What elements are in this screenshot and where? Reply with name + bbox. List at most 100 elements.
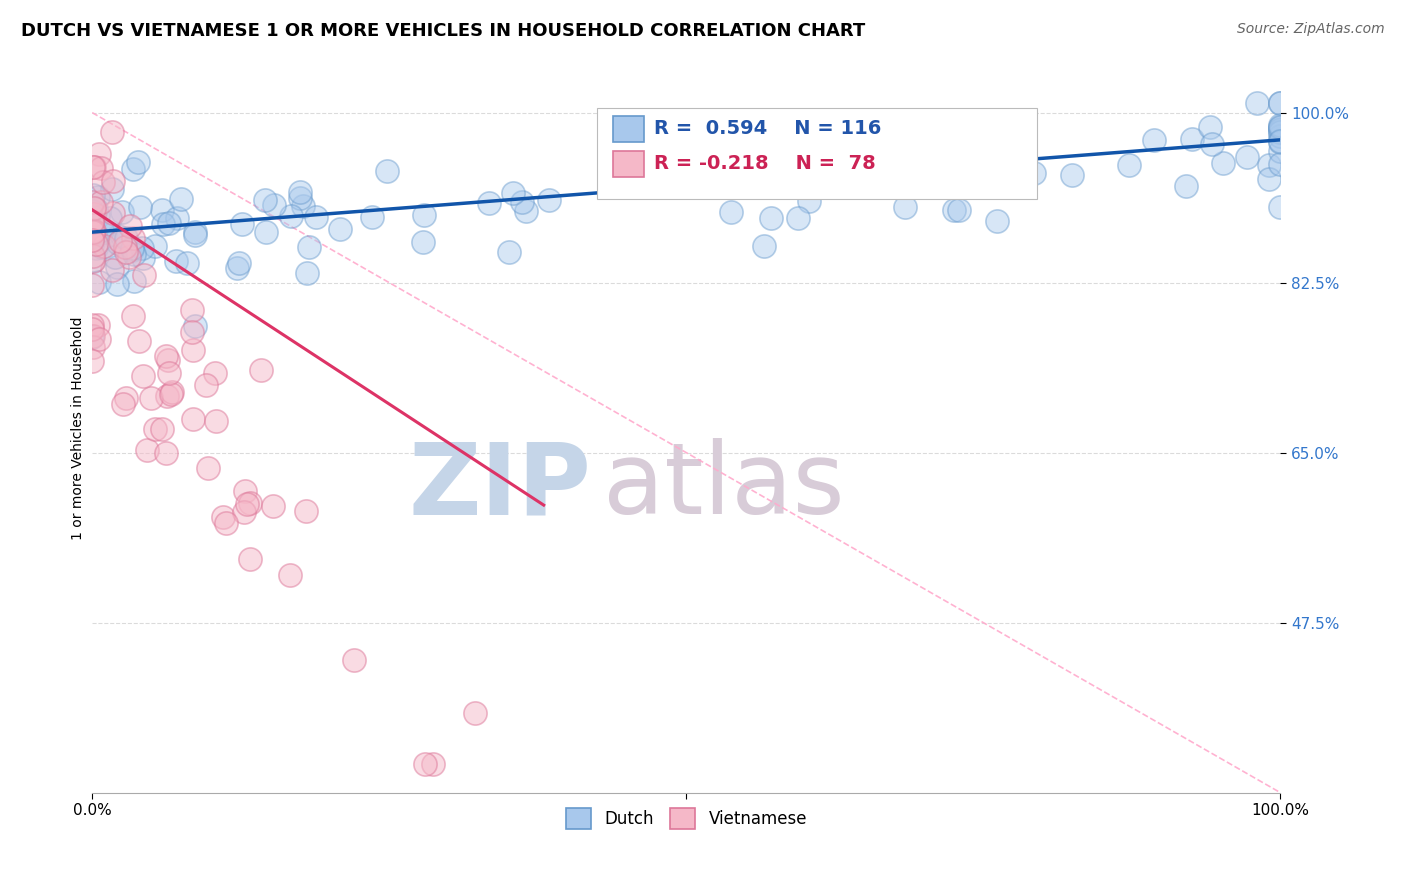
Text: R = -0.218    N =  78: R = -0.218 N = 78 (654, 154, 876, 173)
Legend: Dutch, Vietnamese: Dutch, Vietnamese (560, 802, 814, 835)
Point (84, 236, 107, 251)
Point (752, 238, 775, 252)
Point (101, 174, 124, 188)
Point (212, 510, 235, 524)
Point (128, 334, 150, 348)
Point (1270, 118, 1292, 132)
Point (105, 260, 128, 274)
Point (239, 552, 262, 566)
Point (94, 225, 117, 239)
Point (101, 125, 124, 139)
Point (152, 217, 174, 231)
Point (82, 322, 104, 336)
Point (82, 227, 104, 241)
Point (82, 212, 104, 227)
Point (948, 202, 970, 217)
Point (761, 211, 783, 226)
Point (239, 496, 262, 510)
Point (150, 202, 173, 217)
Point (83, 224, 105, 238)
Point (464, 706, 486, 720)
Point (82, 254, 104, 268)
Point (145, 421, 167, 435)
Point (118, 251, 141, 265)
Text: Source: ZipAtlas.com: Source: ZipAtlas.com (1237, 22, 1385, 37)
Point (204, 367, 226, 381)
Point (131, 241, 153, 255)
Point (1270, 129, 1292, 144)
Point (83, 201, 105, 215)
Point (82, 277, 104, 292)
Point (538, 193, 561, 207)
Point (1060, 168, 1083, 182)
Point (734, 128, 756, 142)
Point (1246, 95, 1268, 110)
Point (82, 206, 104, 220)
Point (942, 203, 965, 218)
Point (84, 202, 107, 217)
Point (82, 249, 104, 263)
Point (114, 240, 136, 254)
Point (82, 228, 104, 243)
Point (181, 411, 204, 425)
Text: DUTCH VS VIETNAMESE 1 OR MORE VEHICLES IN HOUSEHOLD CORRELATION CHART: DUTCH VS VIETNAMESE 1 OR MORE VEHICLES I… (21, 22, 865, 40)
Point (1270, 200, 1292, 214)
Text: atlas: atlas (603, 438, 845, 535)
Point (228, 256, 250, 270)
Point (107, 236, 129, 251)
Y-axis label: 1 or more Vehicles in Household: 1 or more Vehicles in Household (72, 317, 86, 541)
Point (103, 206, 125, 220)
Point (143, 238, 166, 252)
Point (91, 175, 114, 189)
Point (111, 205, 134, 219)
Point (122, 246, 145, 260)
Point (288, 186, 311, 200)
Point (98, 211, 121, 226)
Point (82, 353, 104, 368)
Point (1270, 145, 1292, 159)
Point (197, 461, 219, 475)
Point (114, 244, 136, 259)
Point (82, 227, 104, 241)
Point (849, 174, 872, 188)
Point (1270, 157, 1292, 171)
Point (478, 196, 501, 211)
Point (82, 160, 104, 174)
Point (132, 268, 155, 282)
Point (254, 193, 277, 207)
Point (1270, 125, 1292, 139)
Point (1270, 135, 1292, 149)
Point (82, 236, 104, 251)
Point (262, 500, 284, 514)
Point (155, 349, 177, 363)
Point (180, 302, 202, 317)
Point (82, 222, 104, 236)
Point (157, 216, 180, 230)
Point (156, 389, 179, 403)
Point (110, 234, 132, 248)
Point (1118, 158, 1140, 172)
Point (160, 384, 183, 399)
Point (1257, 158, 1279, 172)
Point (295, 504, 318, 518)
Point (114, 231, 136, 245)
Point (375, 163, 398, 178)
Point (91, 240, 114, 254)
Point (1270, 135, 1292, 149)
Point (288, 191, 311, 205)
Point (225, 260, 247, 275)
Point (412, 208, 434, 222)
Point (231, 217, 253, 231)
Point (1201, 136, 1223, 151)
Point (87, 209, 110, 223)
Point (157, 367, 180, 381)
Point (84, 242, 107, 256)
Point (82, 227, 104, 241)
Point (787, 211, 810, 226)
Point (510, 194, 533, 209)
Point (498, 245, 520, 260)
Point (1268, 120, 1291, 134)
Point (150, 422, 173, 436)
Point (515, 204, 537, 219)
Point (1022, 166, 1045, 180)
